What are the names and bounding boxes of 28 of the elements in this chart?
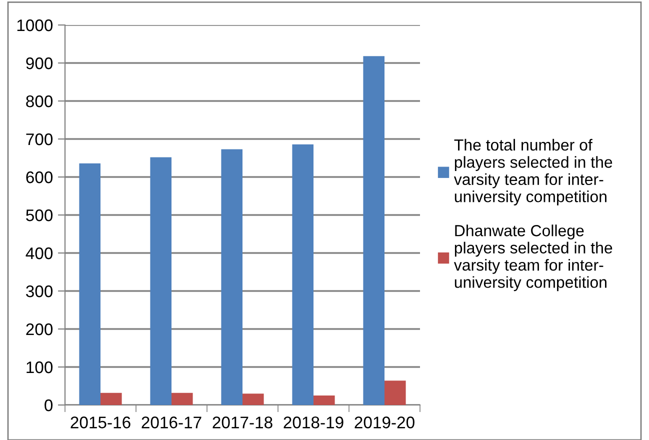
y-tick-label: 100 [26,361,53,374]
bar [221,149,242,405]
bar [150,157,172,405]
bar [384,380,406,405]
y-tick-label: 0 [44,399,53,412]
legend-label: Dhanwate College players selected in the varsity team for inter- university competition [454,224,612,292]
y-tick-label: 300 [26,285,53,298]
bar [100,392,122,405]
bar [172,392,193,405]
y-tick-label: 500 [26,209,53,222]
x-tick-label: 2016-17 [142,416,202,428]
x-tick-label: 2019-20 [354,416,414,428]
x-tick-label: 2015-16 [70,416,130,428]
y-tick-label: 200 [26,323,53,336]
y-tick-label: 600 [26,171,53,184]
legend-label: The total number of players selected in the varsity team for inter- university competition [454,138,612,206]
x-tick-label: 2017-18 [212,416,272,428]
x-tick-label: 2018-19 [284,416,344,428]
y-tick-label: 800 [26,95,53,108]
bar [79,163,100,405]
bar [242,394,264,405]
y-tick-label: 700 [26,133,53,146]
bar [363,56,384,405]
bar [292,144,314,405]
y-tick-label: 900 [26,57,53,70]
y-tick-label: 400 [26,247,53,260]
y-tick-label: 1000 [17,19,53,32]
bar [314,396,335,405]
